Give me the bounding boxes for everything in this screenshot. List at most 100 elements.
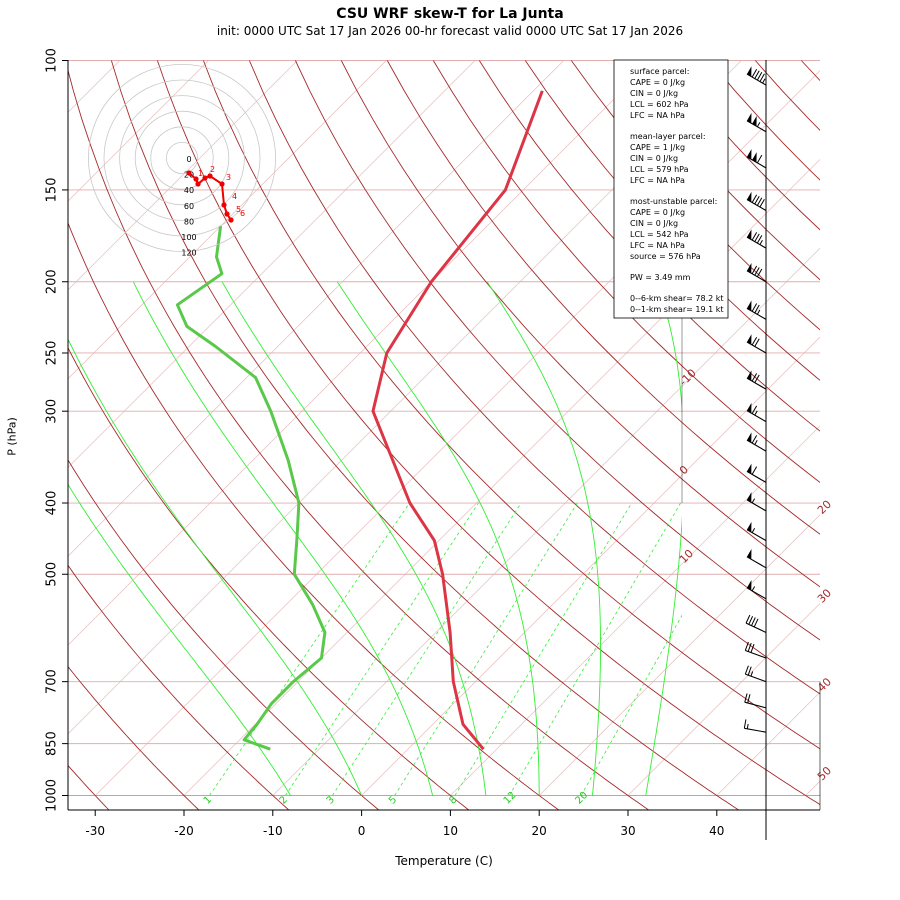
dry-adiabat: [893, 61, 900, 812]
mixing-ratio-line: [394, 502, 578, 796]
isotherm-line: [361, 336, 820, 796]
mixing-ratio-label: 20: [573, 790, 590, 807]
wind-barb: [746, 229, 767, 249]
y-tick-label: 150: [45, 178, 60, 203]
y-tick-label: 850: [45, 731, 60, 756]
y-tick-label: 100: [45, 48, 60, 73]
hodograph-point: [224, 211, 230, 217]
hodograph-ring: [119, 95, 245, 221]
hodograph-point-label: 1: [198, 169, 203, 178]
dry-adiabat: [68, 221, 560, 810]
hodograph-ring: [165, 141, 198, 174]
dry-adiabat: [248, 60, 820, 695]
mixing-ratio-label: 5: [387, 794, 399, 806]
isotherm-line: [68, 60, 121, 113]
y-tick-label: 250: [45, 341, 60, 366]
hodograph-point-label: 2: [210, 165, 215, 174]
x-tick-label: 10: [443, 824, 458, 838]
x-tick-label: 30: [620, 824, 635, 838]
isotherm-line: [68, 60, 298, 291]
chart-subtitle: init: 0000 UTC Sat 17 Jan 2026 00-hr for…: [216, 24, 684, 38]
wind-barb: [746, 521, 767, 542]
isotherm-line: [272, 247, 820, 796]
wind-barb: [746, 262, 767, 283]
wind-barb: [744, 693, 767, 709]
hodograph-point: [219, 181, 225, 187]
isotherm-line: [68, 60, 653, 646]
moist-adiabat: [221, 281, 487, 796]
hodograph-point: [195, 181, 201, 187]
dry-adiabat: [478, 60, 820, 432]
isotherm-label: 40: [815, 675, 834, 694]
mixing-ratio-line: [454, 502, 633, 796]
x-tick-label: 40: [709, 824, 724, 838]
dry-adiabat: [68, 764, 110, 810]
wind-barb: [746, 492, 767, 512]
isotherm-line: [450, 425, 820, 796]
isotherm-line: [68, 60, 209, 202]
legend-mu-lfc: LFC = NA hPa: [630, 241, 685, 250]
moist-adiabat: [486, 281, 601, 796]
mixing-ratio-label: 12: [502, 790, 519, 807]
hodograph-ring: [150, 126, 214, 190]
y-tick-label: 200: [45, 269, 60, 294]
wind-barb: [746, 432, 767, 452]
isotherm-line: [0, 61, 31, 796]
x-tick-label: -30: [85, 824, 105, 838]
dry-adiabat: [294, 60, 820, 641]
wind-barb: [746, 191, 767, 212]
isotherm-line: [68, 60, 387, 380]
hodograph-point: [207, 173, 213, 179]
parcel-legend: surface parcel: CAPE = 0 J/kg CIN = 0 J/…: [613, 59, 729, 319]
dry-adiabat: [68, 459, 380, 810]
hodograph-ring-label: 80: [184, 217, 194, 226]
moist-adiabat: [68, 338, 363, 796]
moist-adiabat: [68, 483, 291, 796]
isotherm-line: [183, 159, 820, 796]
dry-adiabat: [68, 68, 650, 810]
mixing-ratio-label: 1: [202, 794, 214, 806]
moist-adiabat: [336, 281, 540, 796]
legend-mu-cape: CAPE = 0 J/kg: [630, 208, 685, 217]
mixing-ratio-line: [509, 502, 681, 796]
mixing-ratio-label: 2: [278, 794, 290, 806]
wind-barb: [746, 300, 767, 320]
mixing-ratio-line: [285, 502, 479, 796]
legend-mu-header: most-unstable parcel:: [630, 197, 717, 206]
hodograph-ring-label: 0: [186, 155, 191, 164]
x-tick-label: 20: [532, 824, 547, 838]
hodograph-point: [186, 170, 192, 176]
isotherm-line: [627, 603, 820, 796]
wind-barb: [744, 641, 767, 659]
hodograph-ring-label: 60: [184, 202, 194, 211]
dewpoint-profile: [175, 225, 327, 751]
wind-barb: [746, 548, 767, 569]
hodograph-point: [202, 175, 208, 181]
legend-mu-cin: CIN = 0 J/kg: [630, 219, 678, 228]
hodograph-point-label: 4: [232, 192, 237, 201]
dry-adiabat: [110, 60, 740, 810]
isotherm-label: 0: [677, 463, 691, 477]
y-tick-label: 1000: [45, 779, 60, 812]
isotherm-line: [538, 514, 820, 796]
hodograph-ring: [88, 64, 276, 252]
wind-barb: [746, 402, 767, 423]
legend-meanlayer-cin: CIN = 0 J/kg: [630, 154, 678, 163]
dry-adiabat: [156, 60, 820, 806]
wind-barb: [744, 665, 767, 683]
mixing-ratio-line: [580, 614, 682, 796]
legend-shear-06: 0--6-km shear= 78.2 kt: [630, 294, 724, 303]
hodograph-point: [228, 217, 234, 223]
hodograph-point: [193, 176, 199, 182]
hodograph-point-label: 3: [226, 173, 231, 182]
legend-meanlayer-header: mean-layer parcel:: [630, 132, 706, 141]
legend-mu-source: source = 576 hPa: [630, 252, 701, 261]
dry-adiabat: [202, 60, 820, 750]
dry-adiabat: [800, 60, 820, 82]
hodograph-point-label: 5: [236, 205, 241, 214]
legend-surface-header: surface parcel:: [630, 67, 689, 76]
legend-surface-cin: CIN = 0 J/kg: [630, 89, 678, 98]
legend-mu-lcl: LCL = 542 hPa: [630, 230, 689, 239]
wind-barb: [745, 614, 767, 633]
moist-adiabat: [132, 281, 434, 796]
